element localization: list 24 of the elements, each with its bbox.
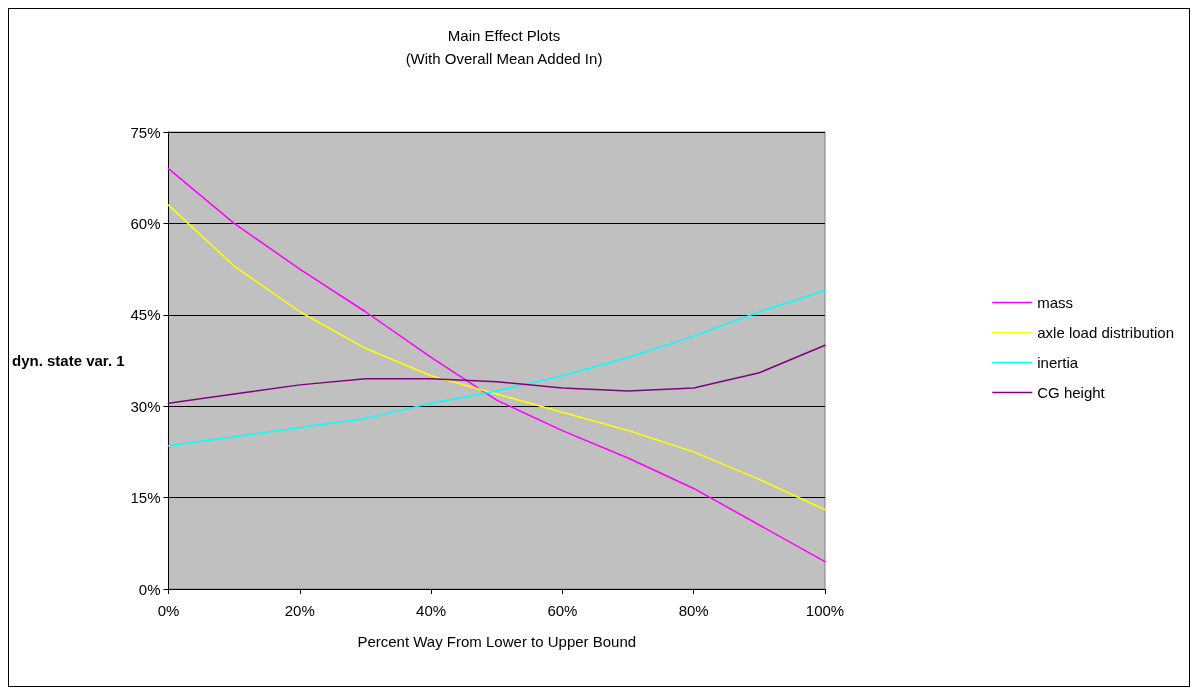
chart-subtitle: (With Overall Mean Added In) <box>405 50 603 67</box>
y-tick-label: 0% <box>138 580 161 598</box>
x-tick-label: 40% <box>416 602 447 619</box>
y-tick-label: 30% <box>130 397 161 415</box>
line-series <box>167 344 826 404</box>
legend-label: CG height <box>1037 384 1106 401</box>
y-tick-label: 60% <box>130 214 161 232</box>
legend-label: mass <box>1037 294 1074 311</box>
legend-label: inertia <box>1037 354 1079 371</box>
x-tick-label: 80% <box>678 602 709 619</box>
x-axis-title: Percent Way From Lower to Upper Bound <box>357 633 637 650</box>
line-series <box>167 204 826 511</box>
legend-label: axle load distribution <box>1037 324 1175 341</box>
y-tick-label: 15% <box>130 489 161 507</box>
line-series <box>167 289 826 447</box>
y-tick-label: 75% <box>130 123 161 141</box>
line-series <box>167 167 826 563</box>
x-tick-label: 100% <box>805 602 845 619</box>
x-tick-label: 20% <box>284 602 315 619</box>
x-tick-label: 60% <box>547 602 578 619</box>
y-axis-title: dyn. state var. 1 <box>12 352 125 369</box>
y-tick-label: 45% <box>130 306 161 324</box>
chart-title: Main Effect Plots <box>447 27 561 44</box>
x-tick-label: 0% <box>157 602 180 619</box>
